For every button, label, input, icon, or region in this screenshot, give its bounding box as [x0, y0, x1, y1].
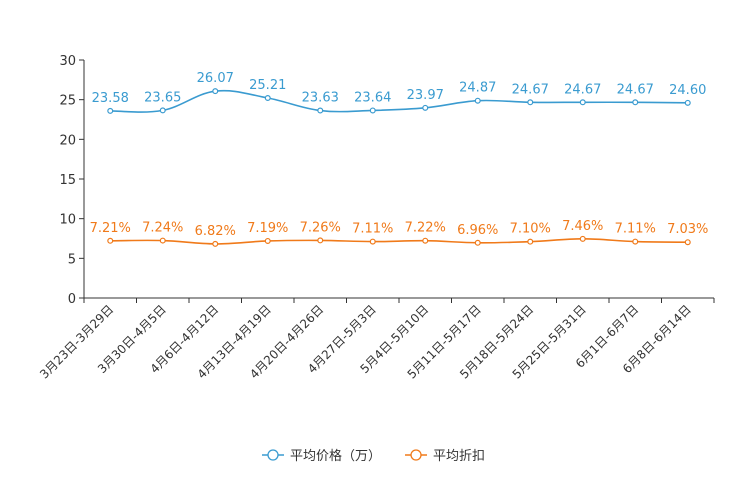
- data-label: 7.46%: [562, 219, 603, 234]
- y-tick-label: 5: [68, 252, 76, 267]
- legend-item-1: 平均价格（万）: [262, 448, 381, 464]
- series-line: [110, 89, 688, 113]
- data-label: 25.21: [249, 78, 286, 93]
- data-label: 7.22%: [405, 221, 446, 236]
- data-label: 7.03%: [667, 222, 708, 237]
- data-point: [474, 239, 481, 246]
- data-label: 24.60: [669, 83, 706, 98]
- plot-series: 23.58 23.65 26.07 25.21 23.63 23.64 23.97 24.87…: [90, 71, 708, 247]
- data-label: 7.10%: [510, 222, 551, 237]
- data-label: 23.97: [407, 88, 444, 103]
- y-tick-label: 30: [59, 54, 76, 69]
- legend-marker: [410, 449, 422, 461]
- y-tick-label: 15: [59, 173, 76, 188]
- data-label: 7.11%: [615, 222, 656, 237]
- data-label: 23.63: [302, 91, 339, 106]
- data-point: [684, 239, 691, 246]
- data-point: [159, 237, 166, 244]
- data-label: 7.26%: [300, 220, 341, 235]
- x-axis: 3月23日-3月29日3月30日-4月5日4月6日-4月12日4月13日-4月1…: [37, 297, 715, 382]
- data-point: [527, 238, 534, 245]
- data-point: [369, 238, 376, 245]
- data-point: [579, 99, 586, 106]
- data-point: [369, 107, 376, 114]
- data-label: 7.11%: [352, 222, 393, 237]
- legend-label: 平均折扣: [433, 449, 485, 464]
- data-point: [422, 104, 429, 111]
- series-2: 7.21% 7.24% 6.82% 7.19% 7.26% 7.11% 7.22% 6.96%…: [90, 219, 708, 247]
- data-label: 26.07: [197, 71, 234, 86]
- data-label: 24.87: [459, 81, 496, 96]
- data-label: 24.67: [564, 82, 601, 97]
- data-label: 24.67: [617, 82, 654, 97]
- data-label: 6.96%: [457, 223, 498, 238]
- y-tick-label: 20: [59, 133, 76, 148]
- data-label: 23.65: [144, 90, 181, 105]
- data-label: 23.64: [354, 90, 391, 105]
- data-label: 24.67: [512, 82, 549, 97]
- data-point: [632, 238, 639, 245]
- y-tick-label: 10: [59, 213, 76, 228]
- data-point: [474, 97, 481, 104]
- data-label: 7.21%: [90, 221, 131, 236]
- data-point: [579, 235, 586, 242]
- legend-marker: [267, 449, 279, 461]
- y-axis: 0 5 10 15 20 25 30: [59, 54, 85, 307]
- y-tick-label: 0: [68, 292, 76, 307]
- data-label: 7.19%: [247, 221, 288, 236]
- data-point: [212, 240, 219, 247]
- data-point: [684, 99, 691, 106]
- data-point: [422, 237, 429, 244]
- data-point: [212, 88, 219, 95]
- y-tick-label: 25: [59, 94, 76, 109]
- data-label: 6.82%: [195, 224, 236, 239]
- data-point: [317, 107, 324, 114]
- legend: 平均价格（万） 平均折扣: [262, 448, 485, 464]
- data-label: 7.24%: [142, 221, 183, 236]
- legend-label: 平均价格（万）: [290, 448, 381, 464]
- data-point: [527, 99, 534, 106]
- series-line: [110, 238, 688, 245]
- series-1: 23.58 23.65 26.07 25.21 23.63 23.64 23.97 24.87…: [92, 71, 706, 114]
- data-point: [159, 107, 166, 114]
- data-label: 23.58: [92, 91, 129, 106]
- data-point: [264, 237, 271, 244]
- data-point: [107, 107, 114, 114]
- data-point: [632, 99, 639, 106]
- data-point: [107, 237, 114, 244]
- legend-item-2: 平均折扣: [405, 449, 485, 464]
- data-point: [264, 95, 271, 102]
- data-point: [317, 237, 324, 244]
